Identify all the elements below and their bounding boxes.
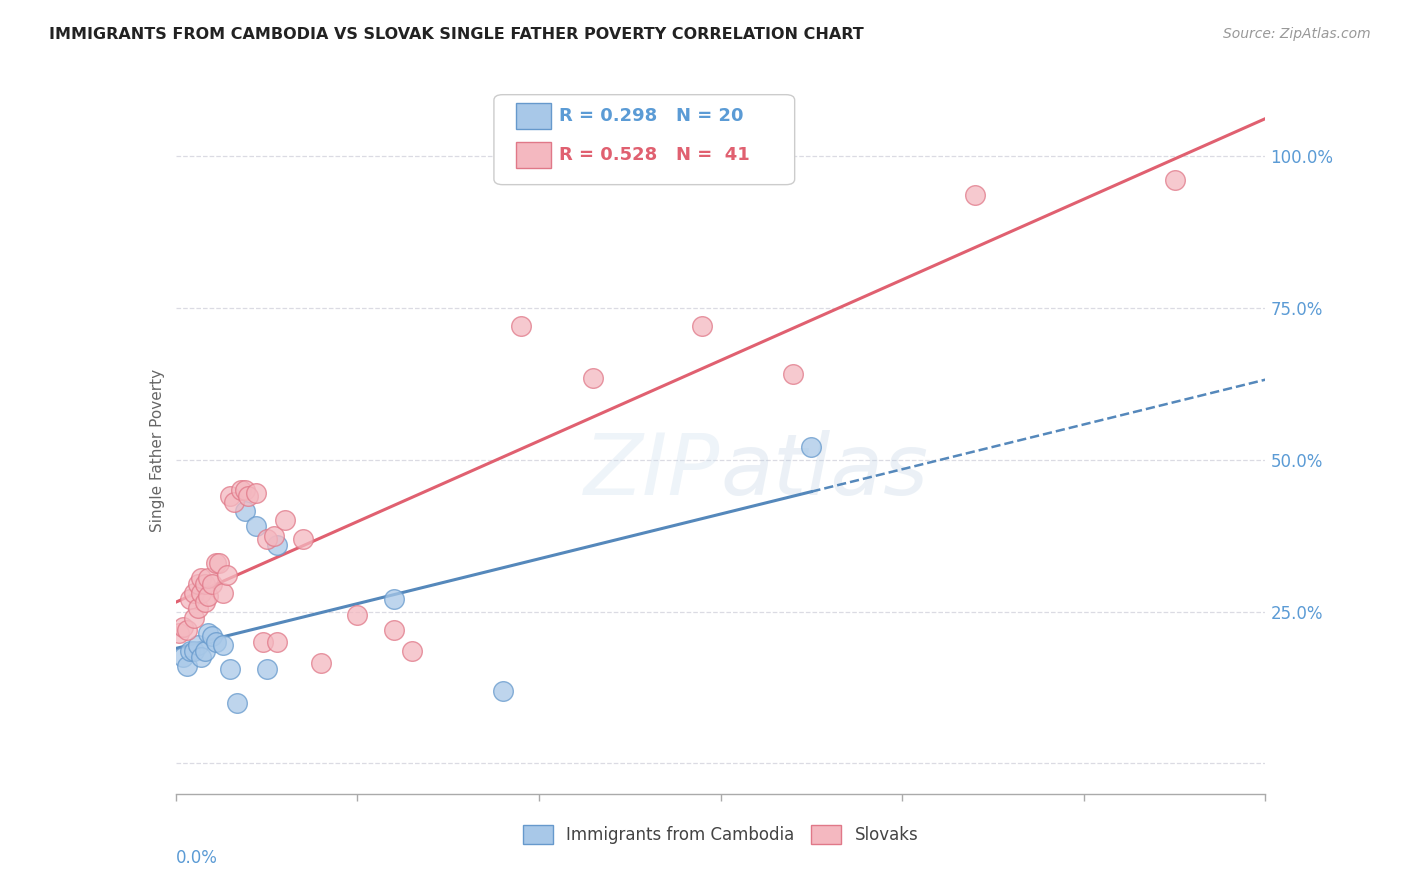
FancyBboxPatch shape: [494, 95, 794, 185]
Text: atlas: atlas: [721, 430, 928, 513]
Text: R = 0.528   N =  41: R = 0.528 N = 41: [560, 146, 749, 164]
Point: [263, 528, 285, 542]
Point: [172, 650, 194, 665]
Point: [238, 489, 260, 503]
Point: [204, 556, 226, 570]
Point: [186, 577, 209, 591]
Point: [215, 568, 238, 582]
Point: [266, 538, 288, 552]
Point: [256, 532, 278, 546]
Point: [233, 483, 256, 497]
Text: IMMIGRANTS FROM CAMBODIA VS SLOVAK SINGLE FATHER POVERTY CORRELATION CHART: IMMIGRANTS FROM CAMBODIA VS SLOVAK SINGL…: [49, 27, 863, 42]
Text: R = 0.298   N = 20: R = 0.298 N = 20: [560, 107, 744, 125]
Point: [190, 650, 212, 665]
Point: [782, 368, 804, 382]
Point: [212, 638, 235, 652]
Point: [172, 620, 194, 634]
Point: [266, 635, 288, 649]
Y-axis label: Single Father Poverty: Single Father Poverty: [149, 369, 165, 532]
Point: [492, 683, 515, 698]
Point: [194, 595, 217, 609]
Point: [201, 629, 224, 643]
Text: 0.0%: 0.0%: [176, 849, 218, 867]
Point: [194, 577, 217, 591]
Text: ZIP: ZIP: [585, 430, 721, 513]
Point: [186, 601, 209, 615]
Point: [309, 656, 332, 670]
Point: [169, 625, 191, 640]
Point: [179, 644, 201, 658]
Point: [208, 556, 231, 570]
Point: [197, 590, 219, 604]
Point: [176, 659, 198, 673]
Point: [183, 644, 205, 658]
Point: [346, 607, 368, 622]
Point: [201, 577, 224, 591]
Text: Source: ZipAtlas.com: Source: ZipAtlas.com: [1223, 27, 1371, 41]
Point: [197, 625, 219, 640]
Point: [183, 586, 205, 600]
Point: [245, 486, 267, 500]
Point: [582, 370, 605, 384]
Legend: Immigrants from Cambodia, Slovaks: Immigrants from Cambodia, Slovaks: [516, 818, 925, 851]
Point: [190, 571, 212, 585]
Point: [197, 571, 219, 585]
Bar: [516, 142, 551, 169]
Point: [382, 592, 405, 607]
Point: [190, 586, 212, 600]
Point: [800, 441, 823, 455]
Point: [231, 483, 253, 497]
Point: [204, 635, 226, 649]
Point: [183, 610, 205, 624]
Point: [219, 489, 242, 503]
Point: [1163, 173, 1185, 187]
Point: [245, 519, 267, 533]
Point: [963, 188, 986, 202]
Point: [186, 638, 209, 652]
Point: [233, 504, 256, 518]
Point: [226, 696, 249, 710]
Point: [219, 662, 242, 676]
Point: [274, 513, 297, 527]
Point: [179, 592, 201, 607]
Point: [222, 495, 245, 509]
Point: [291, 532, 314, 546]
Point: [256, 662, 278, 676]
Point: [176, 623, 198, 637]
Point: [509, 318, 531, 333]
Bar: [516, 103, 551, 128]
Point: [382, 623, 405, 637]
Point: [401, 644, 423, 658]
Point: [212, 586, 235, 600]
Point: [252, 635, 274, 649]
Point: [692, 318, 714, 333]
Point: [194, 644, 217, 658]
